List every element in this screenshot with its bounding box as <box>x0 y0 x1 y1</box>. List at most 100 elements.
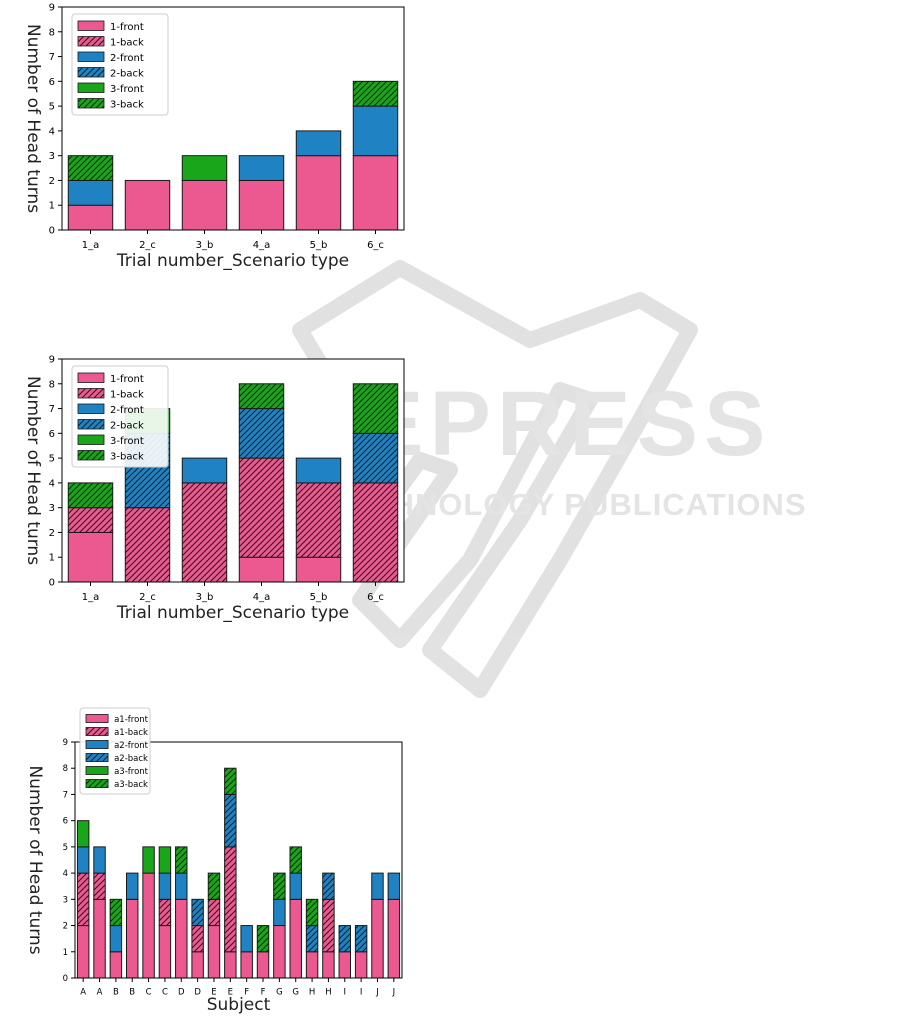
legend-swatch <box>85 727 109 736</box>
bar-segment-3-back-4_a <box>238 383 285 410</box>
bar-segment-2-back-4_a <box>238 408 285 459</box>
x-tick-label: G <box>276 988 283 998</box>
legend-label: a2-back <box>114 754 148 764</box>
legend-label: 3-front <box>110 84 144 95</box>
bar-segment-a2-front-F <box>240 925 253 953</box>
bar-segment-a1-back-D <box>191 925 204 953</box>
x-axis-label: Trial number_Scenario type <box>116 603 349 623</box>
legend-swatch <box>77 403 105 414</box>
bar-segment-a1-back-C <box>158 898 172 927</box>
legend-label: 1-front <box>110 374 144 385</box>
legend-swatch <box>77 20 105 31</box>
legend-label: 1-back <box>110 389 144 400</box>
bar-segment-1-back-4_a <box>238 457 285 558</box>
x-tick-label: H <box>309 988 315 998</box>
bar-segment-a1-front-H <box>305 951 319 979</box>
x-tick-label: B <box>129 988 135 998</box>
bar-segment-a1-front-C <box>142 872 155 979</box>
bar-segment-2-front-3_b <box>181 457 228 484</box>
legend-swatch <box>77 51 105 62</box>
bar-segment-1-front-6_c <box>352 155 399 231</box>
bar-segment-a1-front-F <box>240 951 253 979</box>
bar-segment-a2-front-A <box>93 846 106 874</box>
chart-trials-1: 0 1 2 3 4 5 6 7 8 9 1_a 2_c 3_b 4_a 5_b 6_c Trial number… <box>23 3 405 271</box>
x-axis-label: Trial number_Scenario type <box>116 251 349 271</box>
legend-label: a1-front <box>114 715 149 725</box>
x-tick-label: 2_c <box>139 240 156 251</box>
y-tick-label: 2 <box>49 528 55 539</box>
x-axis-label: Subject <box>207 995 271 1015</box>
y-tick-label: 0 <box>49 578 55 589</box>
axes-frame <box>61 6 405 231</box>
x-tick-label: D <box>194 988 201 998</box>
x-tick-label: B <box>113 988 119 998</box>
bar-segment-a3-front-C <box>142 846 155 874</box>
bar-segment-a1-front-E <box>207 925 221 979</box>
legend-label: 2-front <box>110 53 144 64</box>
bar-segment-a1-back-H <box>322 898 335 953</box>
bar-segment-1-front-1_a <box>67 531 114 583</box>
bar-segment-1-back-2_c <box>124 507 171 583</box>
x-tick-label: I <box>360 988 363 998</box>
bar-segment-1-back-6_c <box>352 482 399 583</box>
bar-segment-1-front-4_a <box>238 556 285 583</box>
x-tick-label: 6_c <box>367 240 384 251</box>
legend-label: a1-back <box>114 728 148 738</box>
bar-segment-a1-front-H <box>322 951 335 979</box>
bar-segment-1-back-5_b <box>295 482 342 558</box>
y-tick-label: 5 <box>49 454 55 465</box>
bar-segment-a2-front-A <box>76 846 90 874</box>
bar-segment-a3-back-E <box>207 872 221 900</box>
bar-segment-a1-front-D <box>191 951 204 979</box>
legend-swatch <box>77 67 105 78</box>
y-tick-label: 1 <box>49 553 55 564</box>
bar-segment-2-front-4_a <box>238 155 285 181</box>
bar-segment-1-front-5_b <box>295 556 342 583</box>
y-tick-label: 4 <box>49 126 55 137</box>
y-tick-label: 3 <box>63 895 68 905</box>
axes-frame <box>61 358 405 583</box>
x-tick-label: A <box>97 988 103 998</box>
bar-segment-a2-front-D <box>175 872 188 900</box>
x-tick-label: H <box>325 988 331 998</box>
bar-segment-1-front-1_a <box>67 204 114 231</box>
legend-label: 2-back <box>110 420 144 431</box>
bar-segment-a1-front-A <box>93 898 106 979</box>
legend-label: 2-back <box>110 68 144 79</box>
legend-swatch <box>77 372 105 383</box>
bar-segment-a1-back-E <box>224 846 237 953</box>
bar-segment-a2-front-B <box>109 925 123 953</box>
y-tick-label: 3 <box>49 151 55 162</box>
y-tick-label: 4 <box>63 869 68 879</box>
bar-segment-2-front-5_b <box>295 130 342 157</box>
y-tick-label: 8 <box>49 27 55 38</box>
y-tick-label: 0 <box>49 226 55 237</box>
bar-segment-a2-back-H <box>322 872 335 900</box>
x-tick-label: J <box>392 988 396 998</box>
bar-segment-2-front-5_b <box>295 457 342 484</box>
y-tick-label: 0 <box>63 974 68 984</box>
y-tick-label: 7 <box>63 790 68 800</box>
bar-segment-a3-back-G <box>273 872 286 900</box>
y-axis-label: Number of Head turns <box>23 24 43 213</box>
bar-segment-a1-front-J <box>371 898 384 979</box>
x-tick-label: 4_a <box>253 592 271 603</box>
x-tick-label: A <box>80 988 86 998</box>
bar-segment-a3-back-E <box>224 767 237 795</box>
bar-segment-a1-front-C <box>158 925 172 979</box>
y-tick-label: 1 <box>49 201 55 212</box>
x-tick-label: C <box>146 988 152 998</box>
x-tick-label: D <box>178 988 185 998</box>
y-tick-label: 1 <box>63 948 68 958</box>
legend-swatch <box>77 82 105 93</box>
y-axis-label: Number of Head turns <box>25 765 45 954</box>
y-tick-label: 7 <box>49 52 55 63</box>
legend-swatch <box>77 388 105 399</box>
bar-segment-a1-front-I <box>354 951 368 979</box>
bar-segment-3-back-6_c <box>352 383 399 434</box>
y-tick-label: 9 <box>49 355 55 366</box>
x-tick-label: 3_b <box>196 592 214 603</box>
legend-label: a2-front <box>114 741 149 751</box>
bar-segment-a1-front-I <box>338 951 351 979</box>
